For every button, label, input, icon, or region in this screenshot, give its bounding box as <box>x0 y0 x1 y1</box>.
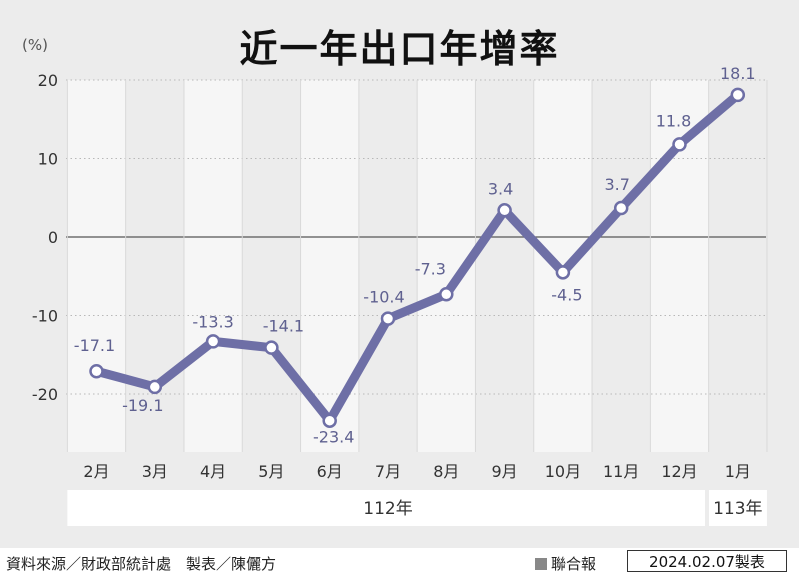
y-tick-label: 0 <box>48 228 58 247</box>
data-label: 3.4 <box>488 179 513 198</box>
data-point <box>730 87 746 103</box>
data-label: -7.3 <box>415 259 446 278</box>
data-label: -19.1 <box>122 396 163 415</box>
data-label: -23.4 <box>313 428 354 447</box>
column-stripe <box>183 80 243 452</box>
year-group-bar <box>708 490 767 526</box>
publisher-brand: 聯合報 <box>535 553 596 574</box>
year-group-label: 113年 <box>713 499 762 519</box>
data-label: -4.5 <box>551 285 582 304</box>
data-label: 11.8 <box>656 111 692 130</box>
y-tick-label: 10 <box>38 150 58 169</box>
data-label: -14.1 <box>263 317 304 336</box>
x-tick-label: 1月 <box>725 462 751 481</box>
x-tick-label: 8月 <box>433 462 459 481</box>
data-point <box>672 137 687 152</box>
data-point <box>205 334 221 349</box>
data-point <box>613 200 629 216</box>
data-label: 18.1 <box>720 64 756 83</box>
data-point <box>147 379 163 395</box>
x-tick-label: 12月 <box>661 462 697 481</box>
x-tick-label: 3月 <box>142 462 168 481</box>
line-chart: 20 10 0 -10 -20 -17.1 -19.1 -13.3 -14.1 -23.4 -10.… <box>32 64 768 526</box>
x-tick-label: 5月 <box>258 462 284 481</box>
brand-name: 聯合報 <box>551 555 597 573</box>
column-stripe <box>67 80 126 452</box>
x-tick-label: 6月 <box>317 462 343 481</box>
x-tick-label: 11月 <box>603 462 639 481</box>
y-axis-unit: (%) <box>22 36 48 54</box>
data-point <box>89 363 104 379</box>
data-point <box>380 311 396 326</box>
data-point <box>439 287 454 302</box>
y-tick-label: -10 <box>32 307 58 326</box>
data-point <box>264 340 279 355</box>
data-label: 3.7 <box>604 175 629 194</box>
x-tick-label: 2月 <box>83 462 109 481</box>
data-label: -13.3 <box>192 312 233 331</box>
column-stripe <box>650 80 709 452</box>
x-tick-label: 10月 <box>545 462 581 481</box>
data-point <box>497 203 512 218</box>
data-label: -10.4 <box>363 288 404 307</box>
chart-title: 近一年出口年增率 <box>239 27 560 71</box>
series-line <box>92 90 743 426</box>
data-label: -17.1 <box>74 336 115 355</box>
brand-square-icon <box>535 558 547 570</box>
x-tick-label: 4月 <box>200 462 226 481</box>
year-group-label: 112年 <box>363 499 412 519</box>
x-tick-label: 7月 <box>375 462 401 481</box>
y-tick-label: -20 <box>32 385 58 404</box>
date-stamp: 2024.02.07製表 <box>627 550 787 572</box>
x-tick-label: 9月 <box>492 462 518 481</box>
data-point <box>555 265 571 280</box>
data-point <box>322 413 337 428</box>
year-group-bar <box>67 490 709 526</box>
source-note: 資料來源／財政部統計處 製表／陳儷方 <box>6 555 277 573</box>
y-tick-label: 20 <box>38 71 58 90</box>
